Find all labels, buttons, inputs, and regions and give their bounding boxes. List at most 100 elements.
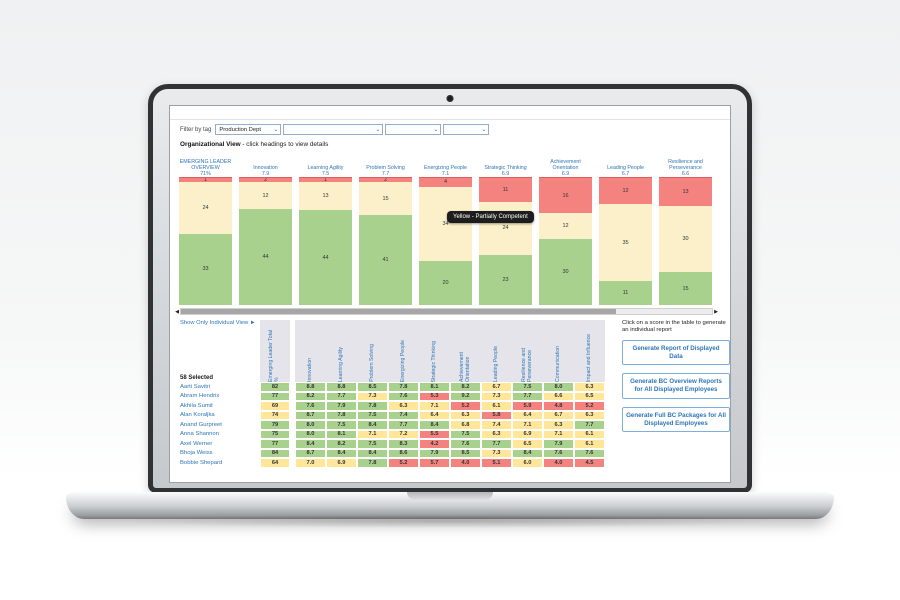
score-cell[interactable]: 6.4: [512, 410, 543, 420]
employee-name[interactable]: Akhila Sumit: [180, 402, 213, 409]
bar-segment-yellow[interactable]: 24: [179, 182, 232, 234]
score-cell[interactable]: 8.7: [295, 448, 326, 458]
score-cell[interactable]: 6.7: [481, 382, 512, 392]
bar-segment-red[interactable]: 12: [599, 177, 652, 205]
score-cell[interactable]: 8.8: [295, 382, 326, 392]
score-cell[interactable]: 84: [260, 448, 290, 458]
score-cell[interactable]: 7.5: [450, 429, 481, 439]
score-cell[interactable]: 6.8: [450, 420, 481, 430]
bar-segment-green[interactable]: 44: [239, 208, 292, 305]
score-cell[interactable]: 7.1: [512, 420, 543, 430]
column-header-competency[interactable]: Impact and Influence: [574, 320, 605, 382]
chart-column-header[interactable]: Problem Solving 7.7: [359, 151, 412, 177]
bar-segment-yellow[interactable]: 35: [599, 204, 652, 281]
score-cell[interactable]: 7.1: [419, 401, 450, 411]
filter-dropdown-2[interactable]: ⌄: [283, 124, 384, 135]
bar-segment-green[interactable]: 44: [299, 210, 352, 305]
bar-segment-red[interactable]: 16: [539, 177, 592, 214]
score-cell[interactable]: 7.7: [388, 420, 419, 430]
score-cell[interactable]: 6.3: [481, 429, 512, 439]
score-cell[interactable]: 5.2: [574, 401, 605, 411]
bar-segment-yellow[interactable]: 34: [419, 186, 472, 262]
score-cell[interactable]: 8.4: [295, 439, 326, 449]
column-header-competency[interactable]: Leading People: [481, 320, 512, 382]
employee-name[interactable]: Anna Shannon: [180, 431, 219, 438]
score-cell[interactable]: 7.0: [295, 458, 326, 468]
bar-segment-yellow[interactable]: 12: [539, 213, 592, 240]
score-cell[interactable]: 8.3: [388, 439, 419, 449]
score-cell[interactable]: 8.0: [295, 420, 326, 430]
employee-name[interactable]: Anand Gurpreet: [180, 421, 222, 428]
score-cell[interactable]: 8.4: [357, 420, 388, 430]
score-cell[interactable]: 7.4: [481, 420, 512, 430]
column-header-competency[interactable]: Achievement Orientation: [450, 320, 481, 382]
column-header-competency[interactable]: Problem Solving: [357, 320, 388, 382]
score-cell[interactable]: 8.2: [450, 382, 481, 392]
filter-dropdown-4[interactable]: ⌄: [443, 124, 490, 135]
score-cell[interactable]: 7.7: [481, 439, 512, 449]
column-header-competency[interactable]: Innovation: [295, 320, 326, 382]
bar-segment-green[interactable]: 11: [599, 280, 652, 306]
bar-segment-green[interactable]: 33: [179, 233, 232, 305]
scrollbar-thumb[interactable]: [181, 309, 617, 314]
bar-segment-yellow[interactable]: 30: [659, 206, 712, 273]
score-cell[interactable]: 5.9: [512, 401, 543, 411]
filter-dropdown-3[interactable]: ⌄: [385, 124, 442, 135]
score-cell[interactable]: 8.1: [326, 429, 357, 439]
employee-name[interactable]: Bobbie Shepard: [180, 459, 223, 466]
bar-segment-green[interactable]: 15: [659, 272, 712, 305]
score-cell[interactable]: 7.6: [574, 448, 605, 458]
score-cell[interactable]: 8.4: [512, 448, 543, 458]
score-cell[interactable]: 79: [260, 420, 290, 430]
score-cell[interactable]: 6.7: [543, 410, 574, 420]
score-cell[interactable]: 8.2: [326, 439, 357, 449]
score-cell[interactable]: 7.3: [481, 391, 512, 401]
bar-segment-yellow[interactable]: 24: [479, 202, 532, 255]
score-cell[interactable]: 7.5: [326, 420, 357, 430]
score-cell[interactable]: 7.3: [357, 391, 388, 401]
bar-segment-green[interactable]: 41: [359, 215, 412, 305]
score-cell[interactable]: 5.5: [419, 429, 450, 439]
generate-report-button[interactable]: Generate Report of Displayed Data: [622, 339, 730, 366]
score-cell[interactable]: 9.2: [450, 391, 481, 401]
score-cell[interactable]: 8.4: [357, 448, 388, 458]
bar-segment-green[interactable]: 23: [479, 254, 532, 305]
show-individual-view-link[interactable]: Show Only Individual View ►: [180, 320, 256, 326]
score-cell[interactable]: 6.6: [543, 391, 574, 401]
score-cell[interactable]: 8.0: [543, 382, 574, 392]
chart-column-header[interactable]: Resilience and Perseverance 6.6: [659, 151, 712, 177]
score-cell[interactable]: 6.5: [512, 439, 543, 449]
score-cell[interactable]: 6.9: [512, 429, 543, 439]
score-cell[interactable]: 6.3: [450, 410, 481, 420]
chart-column-header[interactable]: Achievement Orientation 6.9: [539, 151, 592, 177]
score-cell[interactable]: 7.8: [326, 410, 357, 420]
generate-bc-overview-button[interactable]: Generate BC Overview Reports for All Dis…: [622, 373, 730, 399]
chart-column-header[interactable]: Leading People 6.7: [599, 151, 652, 177]
score-cell[interactable]: 7.3: [481, 448, 512, 458]
bar-segment-yellow[interactable]: 15: [359, 182, 412, 216]
bar-segment-red[interactable]: 13: [659, 177, 712, 207]
score-cell[interactable]: 7.8: [357, 458, 388, 468]
score-cell[interactable]: 8.5: [450, 448, 481, 458]
scroll-right-arrow-icon[interactable]: ▶: [714, 308, 718, 315]
scrollbar-track[interactable]: [180, 308, 713, 315]
score-cell[interactable]: 8.4: [326, 448, 357, 458]
column-header-competency[interactable]: Learning Agility: [326, 320, 357, 382]
score-cell[interactable]: 7.6: [388, 391, 419, 401]
employee-name[interactable]: Abram Hendrix: [180, 393, 220, 400]
score-cell[interactable]: 6.9: [326, 458, 357, 468]
score-cell[interactable]: 8.8: [326, 382, 357, 392]
column-header-competency[interactable]: Resilience and Perseverance: [512, 320, 543, 382]
score-cell[interactable]: 8.1: [419, 382, 450, 392]
score-cell[interactable]: 7.9: [419, 448, 450, 458]
score-cell[interactable]: 6.1: [481, 401, 512, 411]
score-cell[interactable]: 6.3: [543, 420, 574, 430]
column-header-competency[interactable]: Energizing People: [388, 320, 419, 382]
score-cell[interactable]: 7.8: [388, 382, 419, 392]
score-cell[interactable]: 8.5: [357, 382, 388, 392]
score-cell[interactable]: 82: [260, 382, 290, 392]
score-cell[interactable]: 4.0: [543, 458, 574, 468]
score-cell[interactable]: 6.3: [574, 382, 605, 392]
score-cell[interactable]: 6.3: [388, 401, 419, 411]
bar-segment-yellow[interactable]: 13: [299, 182, 352, 211]
